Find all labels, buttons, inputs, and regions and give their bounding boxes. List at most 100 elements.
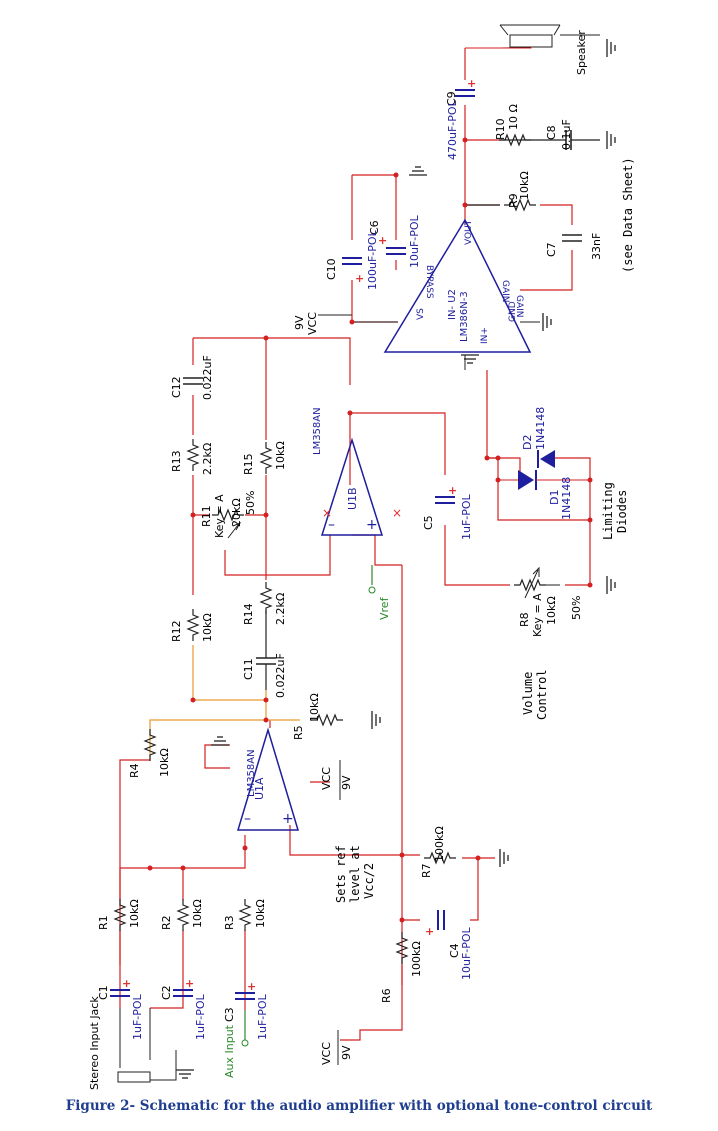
capacitor-c10 bbox=[342, 257, 362, 265]
ground-icon bbox=[210, 736, 230, 746]
label-c2: C2 bbox=[160, 985, 173, 1000]
value-c9: 470uF-POL bbox=[446, 99, 459, 160]
resistor-r12 bbox=[187, 608, 199, 642]
capacitor-c3 bbox=[235, 992, 255, 1000]
label-c8: C8 bbox=[545, 125, 558, 140]
stereo-jack-label: Stereo Input Jack bbox=[88, 996, 101, 1090]
vref-label: Vref bbox=[378, 596, 391, 620]
schematic-diagram: – + U1A LM358AN – + U1B LM358AN × × IN- … bbox=[88, 24, 635, 1090]
diode-d2 bbox=[537, 450, 555, 468]
u2-part: LM386N-3 bbox=[459, 291, 470, 342]
bottom-nine-v: 9V bbox=[340, 1045, 353, 1060]
value-c8: 0.1uF bbox=[560, 119, 573, 150]
value-r8: 10kΩ bbox=[545, 596, 558, 625]
capacitor-c5 bbox=[435, 496, 455, 504]
label-r8: R8 bbox=[518, 612, 531, 627]
resistor-r14 bbox=[260, 581, 272, 615]
speaker-label: Speaker bbox=[575, 30, 588, 75]
svg-text:–: – bbox=[328, 517, 335, 533]
capacitor-c6 bbox=[386, 247, 406, 255]
value-c6: 10uF-POL bbox=[408, 214, 421, 268]
speaker-icon bbox=[465, 24, 600, 49]
label-c5: C5 bbox=[422, 515, 435, 530]
pct-r11: 50% bbox=[244, 491, 257, 515]
u2-in-plus: IN+ bbox=[480, 327, 490, 344]
resistor-r15 bbox=[260, 441, 272, 475]
label-r6: R6 bbox=[380, 988, 393, 1003]
pct-r8: 50% bbox=[570, 596, 583, 620]
u1b-ref: U1B bbox=[346, 487, 359, 510]
label-c6: C6 bbox=[368, 220, 381, 235]
label-r5: R5 bbox=[292, 725, 305, 740]
c7-note: (see Data Sheet) bbox=[621, 157, 635, 273]
resistor-r13 bbox=[187, 438, 199, 472]
u2-vout: VOUT bbox=[464, 219, 474, 245]
label-r12: R12 bbox=[170, 620, 183, 642]
value-c3: 1uF-POL bbox=[256, 993, 269, 1040]
value-r10: 10 Ω bbox=[507, 104, 520, 130]
value-r6: 100kΩ bbox=[410, 941, 423, 977]
minus-sign: – bbox=[244, 811, 251, 827]
stereo-jack-icon bbox=[117, 1008, 177, 1083]
value-c10: 100uF-POL bbox=[366, 229, 379, 290]
vref-terminal bbox=[368, 586, 376, 594]
resistor-r2 bbox=[177, 898, 189, 932]
ground-icon bbox=[606, 38, 616, 58]
control-label: Control bbox=[535, 669, 549, 720]
ground-icon bbox=[460, 354, 480, 364]
aux-input-label: Aux Input bbox=[223, 1024, 236, 1078]
svg-text:+: + bbox=[425, 925, 434, 938]
label-r9: R9 bbox=[507, 193, 520, 208]
limiting-label: Limiting bbox=[601, 482, 615, 540]
value-r15: 10kΩ bbox=[274, 441, 287, 470]
u2-vs: VS bbox=[416, 308, 426, 320]
u2-vcc: VCC bbox=[306, 312, 319, 335]
u2-nine-v: 9V bbox=[293, 315, 306, 330]
u2-gnd: GND bbox=[508, 301, 518, 322]
ground-icon bbox=[175, 1069, 195, 1079]
value-c12: 0.022uF bbox=[201, 355, 214, 400]
vcc2-label: Vcc/2 bbox=[362, 863, 376, 899]
u2-gain1: GAIN bbox=[514, 295, 524, 318]
label-d2: D2 bbox=[521, 435, 534, 450]
value-r12: 10kΩ bbox=[201, 613, 214, 642]
capacitor-c9 bbox=[455, 89, 475, 97]
label-c9: C9 bbox=[445, 91, 458, 106]
label-r14: R14 bbox=[242, 603, 255, 625]
svg-text:×: × bbox=[392, 506, 402, 520]
u1-vcc: VCC bbox=[320, 767, 333, 790]
capacitor-c7 bbox=[562, 234, 582, 242]
ground-icon bbox=[371, 710, 381, 730]
svg-text:+: + bbox=[448, 484, 457, 497]
label-r11: R11 bbox=[200, 505, 213, 527]
label-r15: R15 bbox=[242, 453, 255, 475]
ground-icon bbox=[606, 575, 616, 595]
value-c2: 1uF-POL bbox=[194, 993, 207, 1040]
value-r14: 2.2kΩ bbox=[274, 593, 287, 625]
value-d1: 1N4148 bbox=[560, 477, 573, 520]
key-r11: Key = A bbox=[213, 494, 226, 538]
diode-d1 bbox=[498, 470, 590, 490]
value-r4: 10kΩ bbox=[158, 748, 171, 777]
value-c7: 33nF bbox=[590, 233, 603, 260]
svg-text:×: × bbox=[322, 506, 332, 520]
label-r1: R1 bbox=[97, 915, 110, 930]
capacitor-c4 bbox=[437, 910, 445, 930]
value-r5: 10kΩ bbox=[308, 693, 321, 722]
opamp-u1b: – + U1B LM358AN bbox=[312, 407, 384, 536]
label-r2: R2 bbox=[160, 915, 173, 930]
label-r7: R7 bbox=[420, 863, 433, 878]
capacitor-c11 bbox=[256, 657, 276, 665]
diodes-label: Diodes bbox=[615, 490, 629, 533]
value-d2: 1N4148 bbox=[534, 407, 547, 450]
u1a-part: LM358AN bbox=[246, 749, 257, 797]
label-r4: R4 bbox=[128, 763, 141, 778]
value-c4: 10uF-POL bbox=[460, 926, 473, 980]
value-c1: 1uF-POL bbox=[131, 993, 144, 1040]
value-r13: 2.2kΩ bbox=[201, 443, 214, 475]
value-r7: 100kΩ bbox=[433, 826, 446, 862]
label-r3: R3 bbox=[223, 915, 236, 930]
opamp-u1a: – + U1A LM358AN bbox=[236, 727, 300, 831]
tone-wires bbox=[149, 645, 300, 760]
value-r9: 10kΩ bbox=[518, 171, 531, 200]
